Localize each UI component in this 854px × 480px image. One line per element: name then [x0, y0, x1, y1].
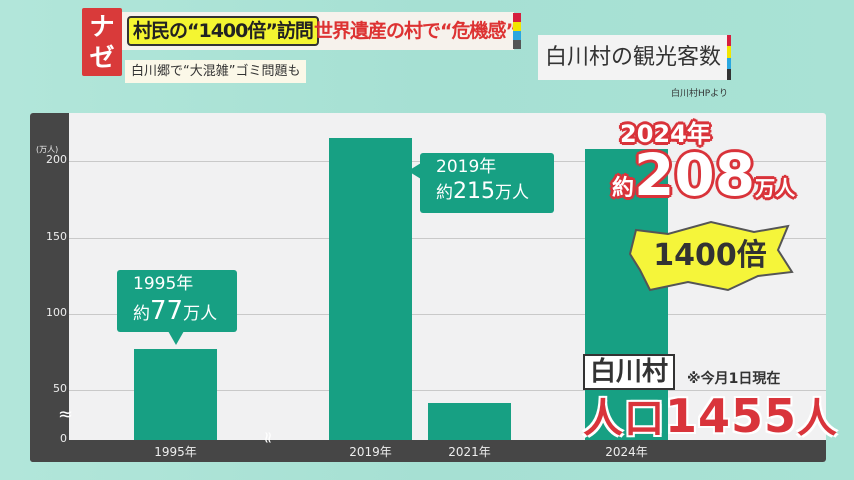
- x-tick-label: 2019年: [349, 445, 392, 459]
- callout-prefix: 約: [133, 304, 150, 325]
- callout-year: 2019年: [436, 157, 497, 177]
- population-value: 人口1455人: [583, 392, 838, 443]
- village-label: 白川村: [583, 354, 676, 390]
- x-axis-break-icon: ≈: [259, 430, 279, 445]
- source-note: 白川村HPより: [670, 89, 728, 99]
- callout-value: 208: [634, 141, 756, 209]
- callout-unit: 万人: [755, 176, 796, 200]
- callout-value: 77: [150, 296, 184, 327]
- title-color-stripe: [727, 35, 731, 80]
- callout-year: 1995年: [133, 274, 194, 294]
- y-axis-unit: (万人): [36, 145, 59, 154]
- ratio-label: 1400倍: [653, 238, 767, 273]
- callout-2024-year: 2024年: [620, 120, 711, 148]
- callout-1995: 1995年 約77万人: [117, 270, 237, 332]
- x-axis: [30, 440, 826, 462]
- callout-pointer: [408, 163, 421, 179]
- starburst-icon: [628, 220, 794, 292]
- callout-2024: 約208万人: [612, 140, 795, 225]
- gridline: [69, 390, 826, 391]
- y-tick-label: 150: [46, 229, 67, 243]
- population-number: 1455: [665, 389, 798, 443]
- callout-unit: 万人: [183, 304, 218, 325]
- y-axis-break-icon: ≈: [58, 404, 74, 425]
- y-axis: [30, 113, 69, 462]
- bar-2024: [585, 149, 668, 440]
- y-tick-label: 200: [46, 153, 67, 167]
- bar-1995: [134, 348, 217, 440]
- gridline: [69, 237, 826, 239]
- x-tick-label: 1995年: [154, 445, 197, 459]
- bar-2019: [329, 138, 412, 440]
- callout-value: 215: [453, 179, 495, 205]
- x-tick-label: 2024年: [605, 445, 648, 459]
- date-note: ※今月1日現在: [687, 371, 781, 387]
- callout-2019: 2019年 約215万人: [420, 153, 554, 213]
- callout-unit: 万人: [495, 183, 529, 204]
- gridline: [69, 313, 826, 315]
- population-label: 人口: [583, 396, 665, 442]
- y-tick-label: 0: [60, 432, 67, 445]
- bar-2021: [428, 403, 511, 440]
- headline-highlight: 村民の“1400倍”訪問: [127, 16, 319, 46]
- naze-badge: ナゼ: [82, 8, 122, 76]
- population-unit: 人: [797, 396, 839, 442]
- subheadline: 白川郷で“大混雑”ゴミ問題も: [125, 60, 307, 83]
- callout-prefix: 約: [436, 183, 453, 204]
- channel-color-bar: [513, 13, 521, 49]
- callout-pointer: [168, 331, 184, 345]
- headline-text: 世界遺産の村で“危機感”: [314, 20, 518, 42]
- y-tick-label: 50: [53, 382, 67, 395]
- x-tick-label: 2021年: [448, 445, 491, 459]
- chart-title: 白川村の観光客数: [538, 35, 728, 80]
- y-tick-label: 100: [46, 305, 67, 319]
- callout-prefix: 約: [612, 176, 635, 201]
